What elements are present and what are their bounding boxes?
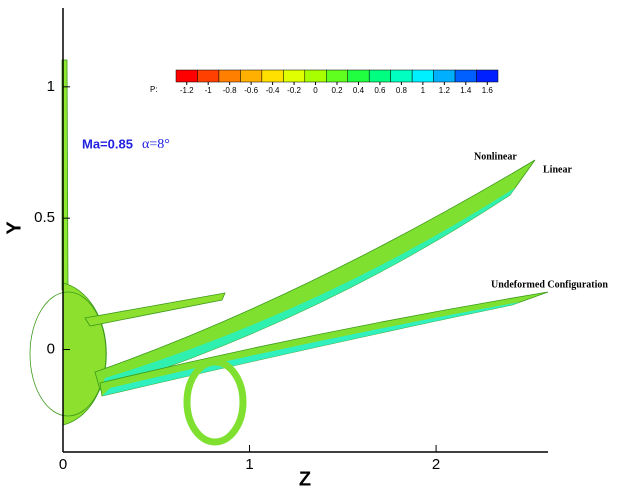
x-tick-label: 0 <box>59 456 67 473</box>
alpha-label: α=8° <box>142 137 170 152</box>
colorbar-swatch <box>283 70 304 82</box>
colorbar-swatch <box>176 70 197 82</box>
colorbar-tick-label: -0.6 <box>244 86 258 95</box>
colorbar-tick-label: 0.8 <box>396 86 408 95</box>
colorbar-tick-label: -1 <box>205 86 213 95</box>
geometry <box>30 60 548 442</box>
x-tick-label: 1 <box>245 456 253 473</box>
colorbar-label: P: <box>150 85 158 94</box>
colorbar-tick-label: 0.2 <box>331 86 343 95</box>
colorbar-tick-label: -0.8 <box>223 86 237 95</box>
colorbar-swatch <box>262 70 283 82</box>
undeformed-label: Undeformed Configuration <box>491 279 608 290</box>
colorbar-swatch <box>305 70 326 82</box>
colorbar-swatch <box>369 70 390 82</box>
y-tick-label: 0.5 <box>34 209 55 226</box>
colorbar-swatch <box>197 70 218 82</box>
colorbar-tick-label: -0.4 <box>266 86 280 95</box>
colorbar-swatch <box>326 70 347 82</box>
fuselage <box>63 283 106 425</box>
colorbar-swatch <box>219 70 240 82</box>
colorbar-swatch <box>477 70 498 82</box>
colorbar-tick-label: 1.2 <box>439 86 451 95</box>
colorbar-tick-label: 1 <box>421 86 426 95</box>
colorbar-swatch <box>412 70 433 82</box>
y-tick-label: 0 <box>47 341 55 358</box>
colorbar-tick-label: 0.4 <box>353 86 365 95</box>
y-axis-label: Y <box>3 221 25 235</box>
colorbar-tick-label: 0 <box>313 86 318 95</box>
colorbar-tick-label: 0.6 <box>374 86 386 95</box>
chart: Z Y Ma=0.85 α=8° Nonlinear Linear Undefo… <box>0 0 627 492</box>
mach-label: Ma=0.85 <box>82 136 133 151</box>
linear-label: Linear <box>543 164 572 175</box>
colorbar-tick-label: -0.2 <box>287 86 301 95</box>
colorbar-swatch <box>391 70 412 82</box>
colorbar-tick-label: -1.2 <box>180 86 194 95</box>
colorbar-swatch <box>434 70 455 82</box>
y-tick-label: 1 <box>47 78 55 95</box>
wing-nonlinear <box>95 160 535 390</box>
colorbar-swatch <box>455 70 476 82</box>
colorbar-tick-label: 1.6 <box>482 86 494 95</box>
colorbar-swatch <box>348 70 369 82</box>
nonlinear-label: Nonlinear <box>474 151 517 162</box>
colorbar-tick-label: 1.4 <box>460 86 472 95</box>
x-tick-label: 2 <box>432 456 440 473</box>
x-axis-label: Z <box>299 468 311 490</box>
horizontal-tail <box>85 293 225 326</box>
colorbar-swatch <box>240 70 261 82</box>
nacelle <box>187 362 243 442</box>
